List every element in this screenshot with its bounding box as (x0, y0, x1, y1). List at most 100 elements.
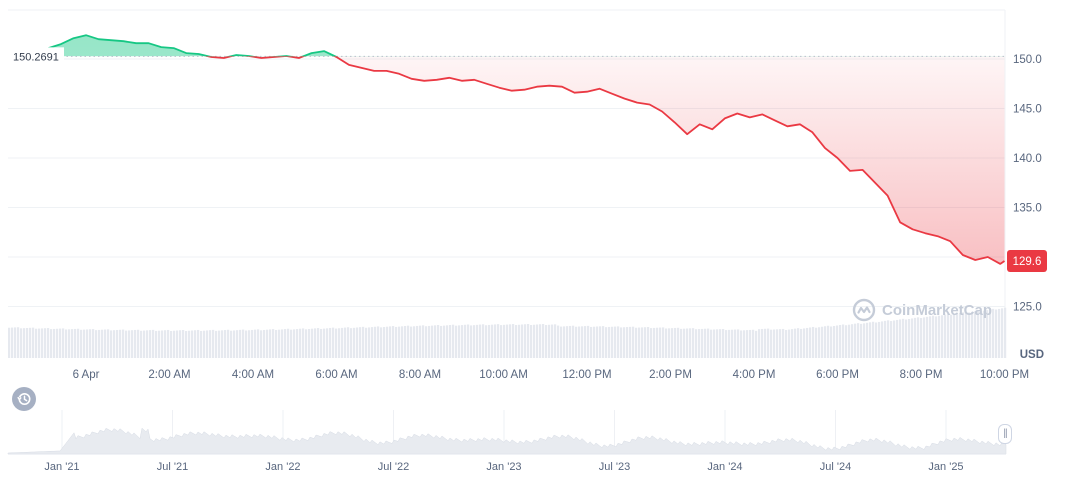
volume-bar (797, 328, 800, 358)
volume-bar (389, 326, 392, 358)
volume-bar (1001, 308, 1004, 358)
volume-bar (425, 326, 428, 358)
volume-bar (548, 324, 551, 358)
volume-bar (473, 325, 476, 358)
volume-bar (155, 330, 158, 358)
volume-bar (881, 321, 884, 358)
volume-bar (833, 325, 836, 358)
volume-bar (857, 323, 860, 358)
volume-bar (809, 327, 812, 358)
volume-bar (899, 319, 902, 358)
volume-bar (200, 330, 203, 358)
volume-bar (902, 318, 905, 358)
volume-bar (854, 323, 857, 358)
x-tick-label: 6:00 PM (816, 369, 859, 381)
time-navigator[interactable]: Jan '21 Jul '21 Jan '22 Jul '22 Jan '23 Jul '… (7, 410, 1007, 473)
volume-bar (776, 329, 779, 358)
volume-bar (359, 327, 362, 358)
volume-bar (242, 329, 245, 358)
volume-bar (983, 310, 986, 358)
volume-bar (272, 329, 275, 358)
volume-bar (752, 329, 755, 358)
volume-bar (917, 317, 920, 358)
y-tick-label: 145.0 (1013, 104, 1042, 116)
reference-price-text: 150.2691 (13, 51, 59, 63)
volume-bar (782, 328, 785, 358)
volume-bar (227, 329, 230, 358)
volume-bar (488, 324, 491, 358)
volume-bar (176, 330, 179, 358)
volume-bar (164, 330, 167, 358)
volume-bar (497, 324, 500, 358)
history-button[interactable] (12, 387, 36, 411)
volume-bar (947, 314, 950, 358)
volume-bar (830, 326, 833, 358)
volume-bar (659, 327, 662, 358)
volume-bar (866, 322, 869, 358)
volume-bar (296, 329, 299, 358)
volume-bar (317, 328, 320, 358)
volume-bar (938, 315, 941, 358)
volume-bar (38, 328, 41, 358)
x-axis-labels: 6 Apr 2:00 AM 4:00 AM 6:00 AM 8:00 AM 10:00 A… (73, 369, 1030, 381)
y-tick-label: 150.0 (1013, 54, 1042, 66)
volume-bar (674, 327, 677, 358)
price-line (48, 34, 1006, 265)
volume-bar (821, 326, 824, 358)
volume-bar (746, 330, 749, 358)
volume-bar (341, 327, 344, 358)
volume-bar (119, 329, 122, 358)
volume-bar (692, 328, 695, 358)
volume-bar (143, 330, 146, 358)
volume-bar (716, 329, 719, 358)
volume-bar (284, 329, 287, 358)
navigator-drag-handle[interactable]: || (998, 424, 1012, 444)
volume-bar (509, 324, 512, 358)
volume-bar (608, 326, 611, 358)
volume-bar (458, 325, 461, 358)
volume-bar (635, 327, 638, 358)
volume-bar (71, 329, 74, 358)
x-tick-label: 8:00 AM (399, 369, 441, 381)
volume-bar (710, 329, 713, 358)
volume-bar (641, 327, 644, 358)
volume-bar (749, 329, 752, 358)
volume-bar (110, 330, 113, 358)
volume-bar (779, 329, 782, 358)
volume-bar (206, 330, 209, 358)
volume-bar (872, 321, 875, 358)
volume-bar (185, 330, 188, 358)
volume-bar (173, 330, 176, 358)
volume-bar (314, 328, 317, 358)
volume-bar (383, 327, 386, 358)
volume-bar (506, 324, 509, 358)
volume-bar (851, 324, 854, 358)
volume-bar (368, 327, 371, 358)
volume-bar (527, 324, 530, 358)
volume-bar (896, 319, 899, 358)
volume-bar (203, 330, 206, 358)
volume-bar (686, 328, 689, 358)
volume-bar (794, 328, 797, 358)
volume-bar (842, 324, 845, 358)
volume-bar (503, 324, 506, 358)
volume-bar (323, 328, 326, 358)
volume-bar (404, 325, 407, 358)
volume-bar (1004, 307, 1007, 358)
volume-bar (248, 330, 251, 358)
volume-bar (461, 325, 464, 358)
volume-bar (104, 329, 107, 358)
volume-bar (647, 327, 650, 358)
volume-bar (890, 321, 893, 358)
volume-bar (434, 325, 437, 358)
volume-bar (599, 326, 602, 358)
volume-bar (8, 327, 11, 358)
volume-bar (650, 328, 653, 358)
x-tick-label: 6 Apr (73, 369, 100, 381)
volume-bar (695, 329, 698, 358)
volume-bar (578, 326, 581, 358)
navigator-grid (61, 410, 947, 454)
volume-bar (371, 327, 374, 358)
